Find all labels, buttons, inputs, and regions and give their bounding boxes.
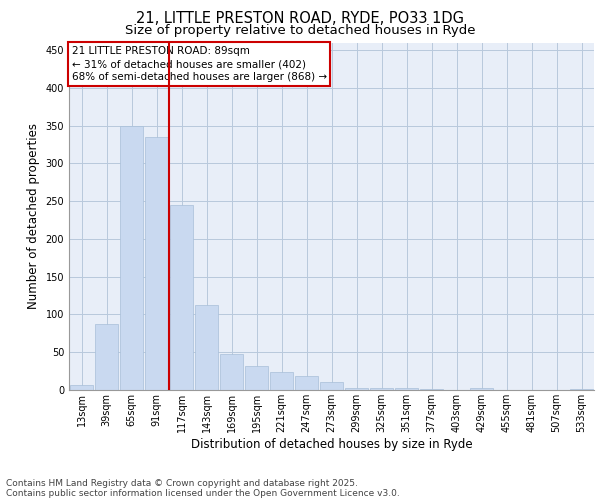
Bar <box>270 372 293 390</box>
Bar <box>120 126 143 390</box>
Bar <box>70 386 93 390</box>
Text: Contains HM Land Registry data © Crown copyright and database right 2025.: Contains HM Land Registry data © Crown c… <box>6 478 358 488</box>
Text: Size of property relative to detached houses in Ryde: Size of property relative to detached ho… <box>125 24 475 37</box>
Bar <box>170 205 193 390</box>
Bar <box>295 376 318 390</box>
Bar <box>570 389 593 390</box>
Text: 21, LITTLE PRESTON ROAD, RYDE, PO33 1DG: 21, LITTLE PRESTON ROAD, RYDE, PO33 1DG <box>136 11 464 26</box>
Bar <box>145 137 168 390</box>
Text: 21 LITTLE PRESTON ROAD: 89sqm
← 31% of detached houses are smaller (402)
68% of : 21 LITTLE PRESTON ROAD: 89sqm ← 31% of d… <box>71 46 327 82</box>
Bar <box>320 382 343 390</box>
Bar <box>420 389 443 390</box>
Bar <box>245 366 268 390</box>
Bar <box>395 388 418 390</box>
Bar <box>95 324 118 390</box>
Bar <box>370 388 393 390</box>
Bar <box>195 306 218 390</box>
Y-axis label: Number of detached properties: Number of detached properties <box>27 123 40 309</box>
Bar <box>470 388 493 390</box>
Bar <box>220 354 243 390</box>
X-axis label: Distribution of detached houses by size in Ryde: Distribution of detached houses by size … <box>191 438 472 450</box>
Bar <box>345 388 368 390</box>
Text: Contains public sector information licensed under the Open Government Licence v3: Contains public sector information licen… <box>6 488 400 498</box>
